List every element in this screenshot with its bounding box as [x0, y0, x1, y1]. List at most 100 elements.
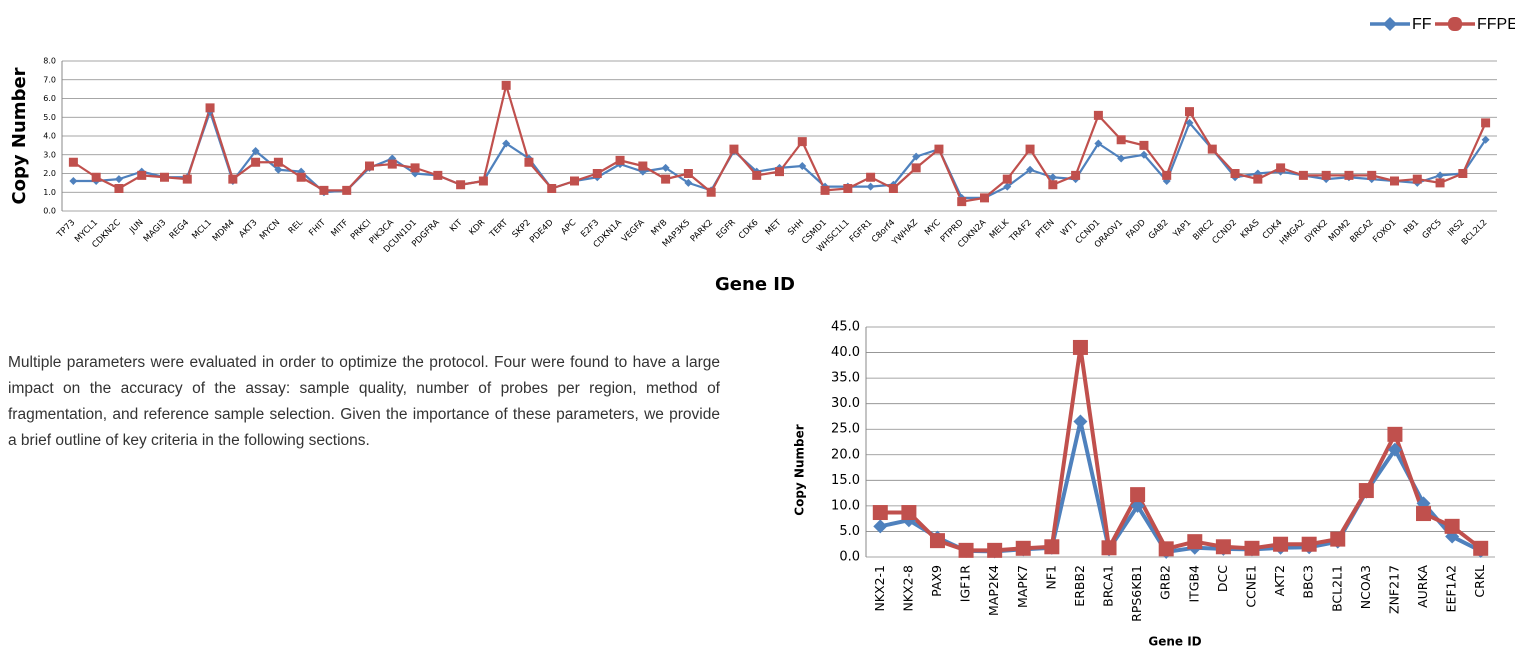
data-point [547, 184, 557, 193]
x-tick-label: BBC3 [1301, 565, 1316, 599]
x-tick-label: JUN [127, 218, 145, 236]
paragraph: Multiple parameters were evaluated in or… [8, 354, 720, 449]
data-point [502, 139, 511, 148]
data-point [274, 165, 283, 174]
data-point [872, 505, 888, 521]
data-point [114, 184, 124, 193]
data-point [1015, 540, 1031, 556]
data-point [866, 172, 876, 182]
data-point [775, 167, 784, 177]
x-tick-label: YAP1 [1171, 218, 1194, 241]
x-tick-label: NKX2-8 [900, 565, 915, 612]
data-point [1185, 107, 1194, 117]
x-tick-label: TRAF2 [1007, 218, 1034, 245]
data-point [365, 161, 374, 171]
y-tick-label: 35.0 [831, 371, 860, 386]
data-point [524, 157, 534, 167]
data-point [706, 187, 716, 197]
data-point [1048, 180, 1058, 190]
data-point [866, 182, 875, 191]
x-tick-label: IGF1R [958, 565, 973, 603]
x-tick-label: NKX2-1 [872, 565, 887, 612]
data-point [1330, 531, 1346, 547]
data-point [929, 533, 945, 549]
data-point [1026, 165, 1035, 174]
data-point [1207, 144, 1217, 154]
data-point [957, 197, 967, 207]
data-point [901, 505, 917, 521]
x-axis-title: Gene ID [1148, 635, 1201, 649]
x-tick-label: EEF1A2 [1444, 565, 1459, 612]
x-tick-label: CRKL [1472, 565, 1487, 598]
data-point [1025, 144, 1035, 154]
data-point [1321, 170, 1331, 180]
x-tick-label: GAB2 [1147, 218, 1171, 242]
x-tick-label: HMGA2 [1278, 218, 1307, 247]
data-point [1072, 339, 1088, 355]
data-point [987, 542, 1003, 558]
data-point [843, 184, 853, 193]
data-point [68, 157, 78, 167]
data-point [137, 170, 147, 180]
data-point [934, 144, 944, 154]
data-point [958, 542, 974, 558]
y-tick-label: 30.0 [831, 396, 860, 411]
x-tick-label: RPS6KB1 [1129, 565, 1144, 622]
data-point [410, 163, 420, 173]
x-tick-label: BCL2L1 [1329, 565, 1344, 612]
x-tick-label: ITGB4 [1186, 565, 1201, 603]
data-point [615, 155, 625, 165]
data-point [1273, 536, 1289, 552]
x-tick-label: CCNE1 [1243, 565, 1258, 608]
x-tick-label: BCL2L2 [1460, 218, 1490, 248]
data-point [501, 80, 511, 90]
series-line [72, 84, 1487, 203]
x-tick-label: MET [764, 217, 784, 237]
data-point [1071, 170, 1081, 180]
x-tick-label: EGFR [715, 218, 738, 241]
x-tick-label: MCL1 [190, 218, 214, 242]
x-tick-label: GRB2 [1158, 565, 1173, 600]
data-point [1298, 170, 1308, 180]
data-point [205, 103, 215, 113]
x-tick-label: PTEN [1034, 218, 1057, 241]
data-point [182, 174, 192, 184]
y-axis-title: Copy Number [793, 424, 807, 515]
x-tick-label: PARK2 [689, 218, 715, 244]
x-tick-label: VEGFA [620, 218, 647, 245]
x-tick-label: MITF [329, 218, 350, 239]
data-point [888, 184, 898, 193]
legend-label: FFPE [1477, 16, 1515, 33]
legend-marker [1383, 17, 1397, 31]
x-tick-label: MDM4 [211, 218, 237, 244]
x-tick-label: PDE4D [528, 218, 556, 246]
x-tick-label: BRCA1 [1101, 565, 1116, 607]
y-tick-label: 5.0 [43, 113, 56, 122]
x-tick-label: AKT3 [237, 218, 259, 240]
x-tick-label: PAX9 [929, 565, 944, 597]
data-point [1458, 169, 1468, 178]
data-point [1253, 174, 1263, 184]
data-point [1044, 539, 1060, 555]
data-point [1093, 110, 1103, 120]
data-point [798, 162, 807, 170]
y-tick-label: 2.0 [43, 169, 56, 178]
data-point [1444, 518, 1460, 534]
x-tick-label: NCOA3 [1358, 565, 1373, 609]
x-tick-label: CDK6 [737, 218, 761, 242]
data-point [1003, 182, 1012, 191]
data-point [1276, 163, 1286, 173]
data-point [296, 172, 306, 182]
x-tick-label: AURKA [1415, 565, 1430, 608]
data-point [752, 170, 762, 180]
x-tick-label: REL [287, 218, 306, 237]
x-tick-label: BRCA2 [1348, 218, 1375, 245]
y-tick-label: 7.0 [43, 75, 56, 84]
data-point [911, 163, 921, 173]
x-tick-label: MYCN [258, 218, 282, 242]
data-point [1301, 536, 1317, 552]
data-point [1002, 174, 1012, 184]
data-point [1048, 173, 1057, 182]
